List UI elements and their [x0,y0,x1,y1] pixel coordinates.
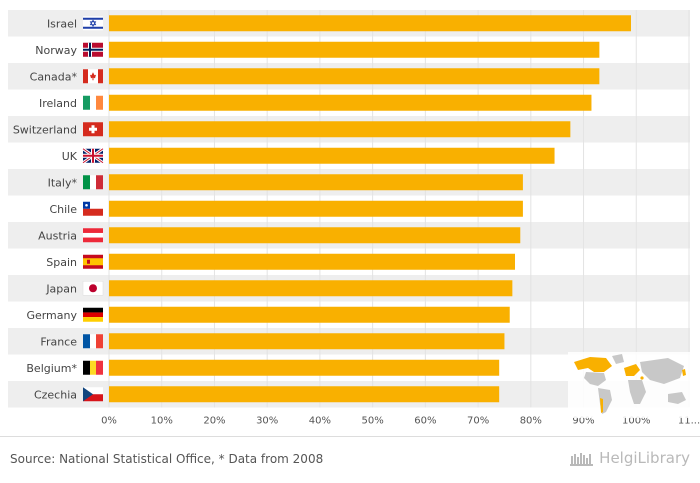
x-tick-label: 100% [622,416,651,427]
category-label: France [40,335,77,348]
bar [109,333,505,350]
bar [109,94,592,111]
category-label: Switzerland [13,123,77,136]
x-tick-label: 80% [520,416,542,427]
x-tick-label: 90% [572,416,594,427]
footer-divider [0,436,700,437]
category-label: Norway [35,44,77,57]
uk-flag-icon [82,147,104,164]
bar [109,280,513,297]
x-tick-label: 10% [151,416,173,427]
chile-flag-icon [83,201,103,216]
library-logo-icon [570,453,594,466]
x-tick-label: 11... [678,416,700,427]
bar [109,306,510,323]
spain-flag-icon [83,254,103,269]
bar [109,68,600,85]
category-label: UK [62,150,78,163]
category-label: Austria [38,229,77,242]
brand-name: HelgiLibrary [599,449,690,467]
category-label: Ireland [39,97,77,110]
bar [109,41,600,58]
category-label: Czechia [34,388,77,401]
bar [109,174,523,191]
bar-chart: Israel Norway Canada* Ireland Switzerland UK I… [8,10,700,427]
category-label: Italy* [48,176,78,189]
flags [82,16,104,402]
x-tick-label: 20% [203,416,225,427]
bar [109,147,555,164]
x-tick-label: 70% [467,416,489,427]
category-label: Chile [49,203,77,216]
japan-flag-icon [82,281,104,296]
category-label: Spain [46,256,77,269]
x-tick-label: 60% [414,416,436,427]
bar [109,359,500,376]
germany-flag-icon [83,307,103,322]
switzerland-flag-icon [83,122,103,137]
world-map-icon [568,352,690,418]
italy-flag-icon [83,175,103,190]
bars [109,15,631,403]
x-tick-label: 50% [362,416,384,427]
category-label: Germany [26,309,77,322]
france-flag-icon [83,334,103,349]
canada-flag-icon [83,69,103,84]
bar [109,15,631,32]
czechia-flag-icon [83,387,103,402]
ireland-flag-icon [83,95,103,110]
bar [109,121,571,138]
bar [109,200,523,217]
category-labels: Israel Norway Canada* Ireland Switzerland UK I… [13,17,78,401]
x-tick-label: 30% [256,416,278,427]
norway-flag-icon [83,42,103,57]
brand-logo[interactable]: HelgiLibrary [570,449,690,467]
israel-flag-icon [83,16,103,31]
x-tick-label: 0% [101,416,117,427]
category-label: Belgium* [26,362,77,375]
source-note: Source: National Statistical Office, * D… [10,452,324,466]
austria-flag-icon [83,228,103,243]
category-label: Japan [45,282,77,295]
category-label: Israel [47,17,77,30]
bar [109,253,515,270]
bar [109,227,521,244]
x-tick-label: 40% [309,416,331,427]
x-axis-ticks: 0% 10% 20% 30% 40% 50% 60% 70% 80% 90% 100% 11... [101,416,700,427]
belgium-flag-icon [83,360,103,375]
bar [109,386,500,403]
category-label: Canada* [30,70,78,83]
